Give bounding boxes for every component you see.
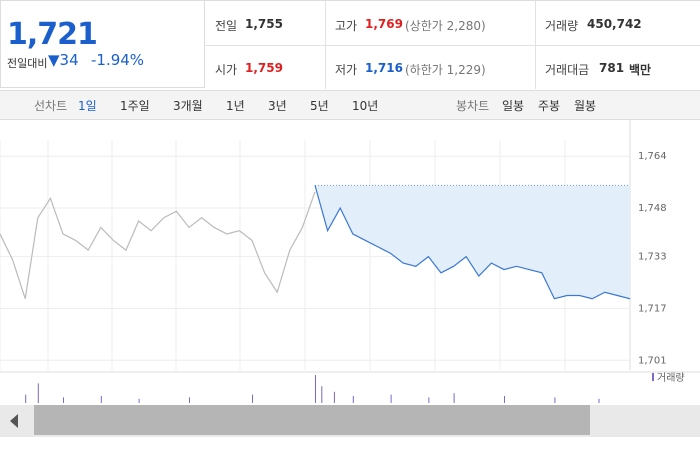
volume-bar: [321, 386, 323, 403]
price-line: [0, 191, 316, 299]
volume-bar: [138, 398, 140, 403]
info-label: 거래대금: [545, 63, 590, 77]
chart: 1,764 1,748 1,733 1,717 1,701 거래량: [0, 120, 700, 403]
price: 1,721: [7, 17, 98, 52]
volume-bar: [37, 383, 39, 403]
tab[interactable]: 주봉: [538, 99, 561, 113]
change: ▼34: [48, 51, 79, 69]
volume-bar: [598, 398, 600, 403]
tab-group-label: 선차트: [34, 99, 68, 113]
tab[interactable]: 일봉: [502, 99, 525, 113]
price-panel: 1,721 전일대비 ▼34 -1.94%: [0, 0, 205, 88]
change-value: 34: [59, 51, 79, 69]
tab[interactable]: 5년: [310, 99, 329, 113]
scroll-left[interactable]: [10, 414, 18, 428]
tab[interactable]: 3개월: [173, 99, 203, 113]
volume-bar: [315, 375, 316, 403]
volume-bar: [252, 394, 253, 403]
tab[interactable]: 1주일: [120, 99, 150, 113]
y-tick-label: 1,717: [638, 303, 667, 314]
info-value: 1,716: [365, 61, 403, 75]
price-line: [314, 185, 631, 300]
legend-label: 거래량: [657, 372, 685, 384]
volume-bar: [352, 396, 354, 403]
volume-bar: [63, 397, 64, 403]
scroll-thumb[interactable]: [34, 405, 590, 435]
volume-bar: [453, 393, 455, 403]
y-tick-label: 1,733: [638, 252, 667, 263]
volume-bar: [428, 397, 430, 403]
volume-bar: [554, 397, 556, 403]
info-label: 저가: [335, 63, 358, 77]
info-value: 450,742: [587, 17, 642, 31]
tab[interactable]: 3년: [268, 99, 287, 113]
y-tick-label: 1,701: [638, 355, 667, 366]
change-label: 전일대비: [7, 57, 48, 70]
legend-swatch: [652, 373, 654, 381]
volume-bar: [25, 394, 27, 403]
info-label: 전일: [215, 19, 238, 33]
volume-bar: [390, 394, 392, 403]
tab[interactable]: 1일: [78, 99, 97, 113]
info-value: 1,759: [245, 61, 283, 75]
info-label: 시가: [215, 63, 238, 77]
volume-bar: [100, 396, 102, 403]
tab[interactable]: 월봉: [574, 99, 597, 113]
y-tick-label: 1,748: [638, 203, 667, 214]
info-extra: (하한가 1,229): [405, 63, 486, 77]
info-table: 전일 1,755 고가 1,769 (상한가 2,280) 거래량 450,742 시가 1,7…: [205, 0, 700, 89]
tab-bar: 선차트 1일 1주일 3개월 1년 3년 5년 10년 봉차트 일봉 주봉 월봉: [0, 90, 700, 120]
y-tick-label: 1,764: [638, 151, 667, 162]
info-value: 781: [599, 61, 625, 75]
info-value: 1,769: [365, 17, 403, 31]
volume-bar: [333, 391, 335, 403]
change-pct: -1.94%: [91, 51, 145, 69]
scrollbar[interactable]: [0, 405, 700, 437]
info-extra: (상한가 2,280): [405, 19, 486, 33]
area-fill: [315, 185, 630, 299]
info-label: 거래량: [545, 19, 579, 33]
info-label: 고가: [335, 19, 358, 33]
tab-group-label: 봉차트: [456, 99, 490, 113]
tab[interactable]: 1년: [226, 99, 245, 113]
volume-bar: [504, 396, 505, 403]
tab[interactable]: 10년: [352, 99, 379, 113]
divider: [205, 45, 700, 46]
info-value: 1,755: [245, 17, 283, 31]
info-unit: 백만: [629, 63, 652, 77]
volume-bar: [189, 397, 190, 403]
